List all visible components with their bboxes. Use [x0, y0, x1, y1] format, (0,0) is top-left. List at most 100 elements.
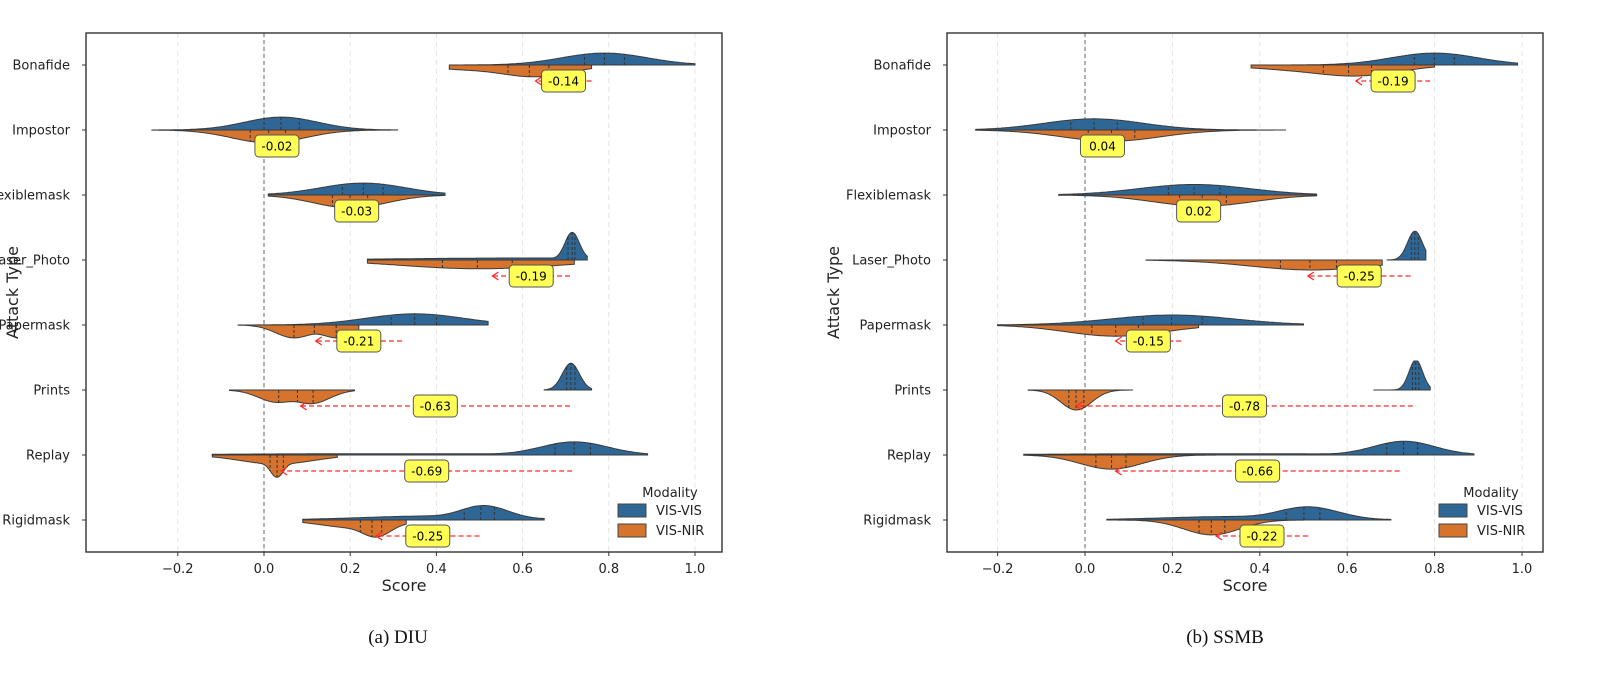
legend-swatch-vis-vis — [1438, 503, 1468, 518]
arrow-head — [299, 401, 307, 411]
category-label: Rigidmask — [2, 514, 70, 529]
violin-vis-vis — [1023, 440, 1475, 456]
x-tick-label: 0.0 — [254, 562, 275, 577]
shift-label-box — [1336, 264, 1382, 288]
category-label: Bonafide — [873, 59, 931, 74]
shift-label-box — [334, 199, 380, 223]
shift-label: -0.21 — [343, 335, 374, 349]
category-label: Laser_Photo — [852, 254, 931, 269]
category-label: Papermask — [0, 319, 70, 334]
panel-ssmb: -0.19 Bonafide 0.04 Impostor 0.02 Flexiblemas… — [824, 32, 1544, 648]
violin-vis-vis — [1106, 506, 1392, 521]
legend-swatch-vis-nir — [617, 523, 647, 538]
violin-vis-vis — [975, 118, 1287, 131]
shift-label: -0.25 — [412, 530, 443, 544]
shift-label-box — [336, 329, 382, 353]
shift-label-box — [541, 69, 587, 93]
category-label: Flexiblemask — [0, 189, 70, 204]
category-label: Papermask — [859, 319, 931, 334]
panel-caption: (a) DIU — [368, 627, 428, 648]
x-tick-label: 0.4 — [1249, 562, 1270, 577]
arrow-head — [280, 466, 288, 476]
shift-label-box — [1370, 69, 1416, 93]
violin-vis-nir — [228, 389, 356, 405]
legend-title: Modality — [1463, 486, 1519, 501]
category-label: Bonafide — [12, 59, 70, 74]
shift-label: -0.03 — [341, 205, 372, 219]
x-tick-label: 0.6 — [512, 562, 533, 577]
legend-entry: VIS-VIS — [656, 504, 702, 519]
violin-vis-nir — [975, 129, 1287, 142]
x-tick-label: 1.0 — [685, 562, 706, 577]
shift-label: 0.04 — [1089, 140, 1116, 154]
violin-vis-nir — [1106, 519, 1304, 536]
legend-entry: VIS-NIR — [1477, 524, 1525, 539]
shift-label: -0.69 — [411, 465, 442, 479]
category-label: Impostor — [873, 124, 932, 139]
category-label: Rigidmask — [863, 514, 931, 529]
category-label: Prints — [33, 384, 70, 399]
axes-frame — [946, 32, 1544, 553]
panel-caption: (b) SSMB — [1186, 627, 1264, 648]
x-tick-label: 0.4 — [426, 562, 447, 577]
violin-vis-vis — [1058, 184, 1318, 196]
legend-swatch-vis-vis — [617, 503, 647, 518]
arrow-head — [1114, 466, 1122, 476]
axes-frame — [85, 32, 723, 553]
violin-vis-vis — [151, 116, 399, 131]
violin-vis-vis — [211, 441, 649, 456]
x-tick-label: 0.6 — [1337, 562, 1358, 577]
category-label: Prints — [894, 384, 931, 399]
shift-label: -0.02 — [261, 140, 292, 154]
x-tick-label: −0.2 — [162, 562, 194, 577]
violin-vis-nir — [211, 454, 338, 478]
shift-label-box — [1125, 329, 1171, 353]
panel-diu: -0.14 Bonafide -0.02 Impostor -0.03 Flexiblem… — [0, 32, 723, 648]
arrow-head — [314, 336, 323, 346]
shift-label: -0.22 — [1246, 530, 1277, 544]
shift-label-box — [1235, 459, 1281, 483]
shift-label: -0.15 — [1133, 335, 1164, 349]
category-label: Replay — [26, 449, 70, 464]
violin-vis-vis — [543, 362, 593, 391]
arrow-head — [1075, 401, 1083, 411]
shift-label: -0.25 — [1344, 270, 1375, 284]
x-tick-label: −0.2 — [982, 562, 1014, 577]
x-axis-label: Score — [382, 576, 427, 595]
legend-title: Modality — [642, 486, 698, 501]
violin-vis-vis — [449, 52, 696, 66]
shift-label: -0.19 — [516, 270, 547, 284]
shift-label-box — [254, 134, 300, 158]
y-axis-label: Attack Type — [824, 246, 843, 339]
violin-vis-vis — [1251, 52, 1519, 66]
violin-vis-nir — [1023, 454, 1217, 470]
legend-entry: VIS-VIS — [1477, 504, 1523, 519]
category-label: Replay — [887, 449, 931, 464]
shift-label: -0.19 — [1378, 75, 1409, 89]
x-tick-label: 0.8 — [1424, 562, 1445, 577]
violin-vis-vis — [1386, 230, 1427, 261]
violin-vis-vis — [1373, 360, 1431, 391]
x-axis-label: Score — [1223, 576, 1268, 595]
violin-vis-nir — [302, 519, 407, 538]
violin-vis-vis — [997, 314, 1304, 326]
arrow-head — [1214, 531, 1223, 541]
arrow-head — [1306, 271, 1315, 281]
violin-vis-vis — [238, 313, 489, 326]
x-tick-label: 0.8 — [598, 562, 619, 577]
y-axis-label: Attack Type — [3, 246, 22, 339]
shift-label-box — [508, 264, 554, 288]
shift-label: -0.63 — [420, 400, 451, 414]
shift-label: -0.78 — [1229, 400, 1260, 414]
legend-entry: VIS-NIR — [656, 524, 704, 539]
shift-label: -0.66 — [1242, 465, 1273, 479]
arrow-head — [1354, 76, 1363, 86]
shift-label-box — [412, 394, 458, 418]
shift-label: 0.02 — [1185, 205, 1212, 219]
category-label: Laser_Photo — [0, 254, 70, 269]
violin-vis-vis — [267, 182, 446, 196]
shift-label-box — [1239, 524, 1285, 548]
shift-label: -0.14 — [548, 75, 579, 89]
arrow-head — [534, 76, 542, 86]
